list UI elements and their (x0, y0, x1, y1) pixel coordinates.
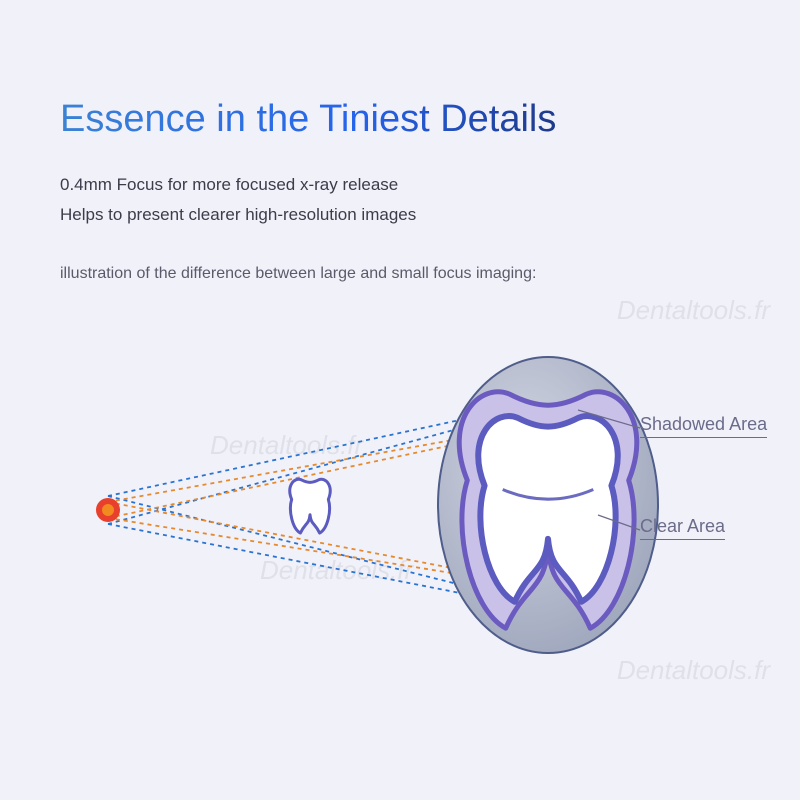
label-shadowed-area: Shadowed Area (640, 414, 767, 438)
subtitle-2: Helps to present clearer high-resolution… (60, 205, 416, 225)
label-shadowed-text: Shadowed Area (640, 414, 767, 438)
subtitle-1: 0.4mm Focus for more focused x-ray relea… (60, 175, 398, 195)
label-clear-text: Clear Area (640, 516, 725, 540)
subtitle-3: illustration of the difference between l… (60, 265, 536, 283)
label-clear-area: Clear Area (640, 516, 725, 540)
page-title: Essence in the Tiniest Details (60, 98, 556, 141)
